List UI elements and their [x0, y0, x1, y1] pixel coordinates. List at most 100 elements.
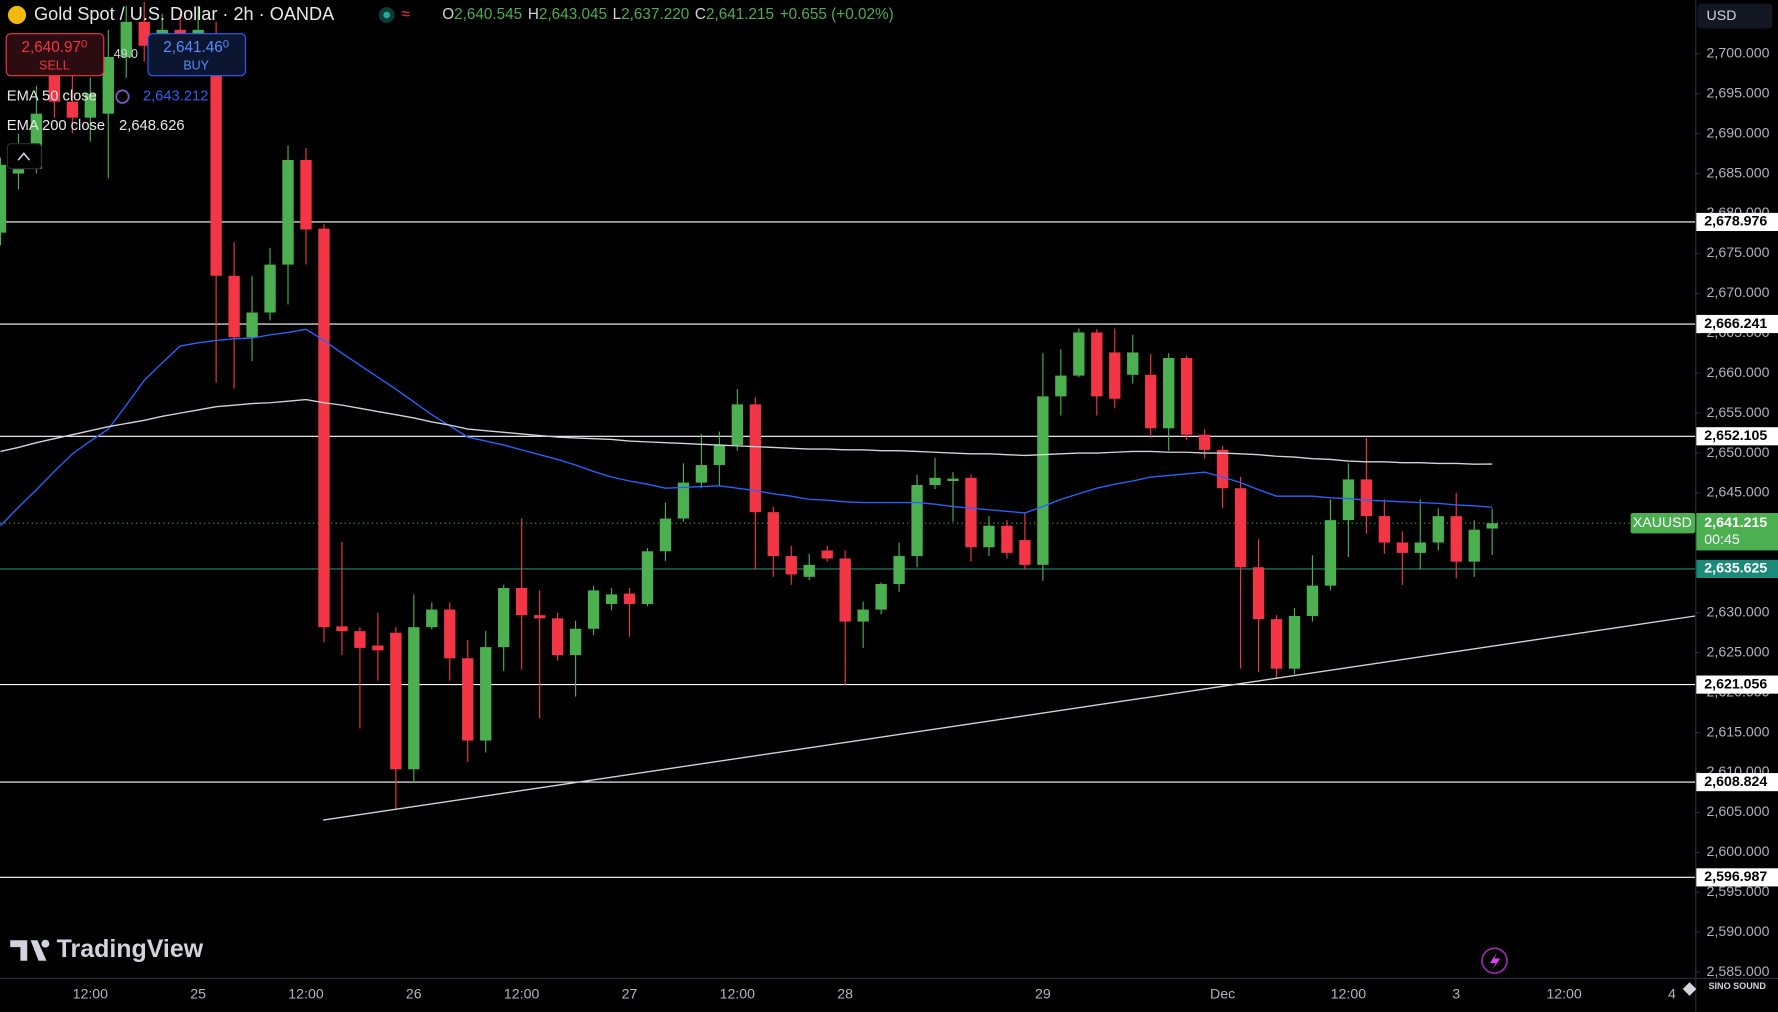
level-label-box	[1696, 559, 1778, 579]
buy-label[interactable]: BUY	[183, 58, 209, 72]
candle-body	[1037, 396, 1049, 565]
candle-body	[1288, 615, 1301, 669]
legend-value: 2,643.212	[143, 89, 209, 105]
candle-body	[426, 609, 438, 628]
buy-price[interactable]: 2,641.460	[163, 38, 229, 55]
axis-labels: 2,678.976 2,666.241 2,652.105 2,635.625 2,62…	[1630, 212, 1778, 887]
collapse-button[interactable]	[6, 143, 42, 170]
candle-body	[1127, 352, 1139, 375]
sell-price[interactable]: 2,640.970	[21, 38, 87, 55]
candle-body	[803, 564, 815, 577]
ohlc-label: H	[528, 6, 539, 23]
sell-label[interactable]: SELL	[39, 58, 70, 72]
candle-body	[1180, 358, 1193, 435]
candle-body	[785, 556, 797, 575]
ohlc-value: 2,641.215	[706, 6, 774, 23]
candle-body	[1360, 479, 1373, 517]
y-tick-label: 2,690.000	[1707, 125, 1770, 141]
x-tick-label: 12:00	[1546, 986, 1582, 1002]
candle-body	[641, 551, 654, 604]
candle-body	[1342, 479, 1355, 521]
candle-body	[336, 626, 348, 632]
sell-price-main[interactable]: 2,640.97	[21, 39, 81, 56]
buy-price-main[interactable]: 2,641.46	[163, 39, 223, 56]
alert-icon[interactable]	[1481, 947, 1508, 975]
x-tick-label: 25	[190, 986, 206, 1002]
candle-body	[911, 484, 923, 557]
alert-bolt[interactable]	[1489, 952, 1501, 970]
level-label: 2,621.056	[1704, 676, 1767, 692]
y-tick-label: 2,585.000	[1707, 964, 1770, 980]
candle-body	[1109, 352, 1121, 399]
candle-body	[1450, 516, 1462, 562]
level-label: 2,635.625	[1704, 561, 1767, 577]
chart-title: Gold Spot / U.S. Dollar · 2h · OANDA	[34, 4, 335, 24]
candle-body	[587, 590, 600, 629]
y-tick-label: 2,600.000	[1707, 844, 1770, 860]
candle-body	[749, 404, 761, 513]
x-tick-label: Dec	[1210, 986, 1235, 1002]
sell-button[interactable]	[5, 33, 105, 77]
buy-button[interactable]	[147, 33, 247, 77]
watermark-icon	[1682, 982, 1697, 996]
candle-body	[1073, 332, 1085, 376]
ohlc-label: C	[695, 6, 706, 23]
last-price-label: 2,641.215	[1704, 515, 1767, 531]
candle-body	[1378, 516, 1391, 543]
candle-body	[677, 482, 690, 519]
y-tick-label: 2,675.000	[1707, 245, 1770, 261]
collapse-icon[interactable]	[17, 152, 31, 161]
x-tick-label: 12:00	[1331, 986, 1367, 1002]
level-label: 2,596.987	[1704, 869, 1767, 885]
level-label: 2,608.824	[1704, 774, 1767, 790]
ohlc-label: O	[442, 6, 454, 23]
currency[interactable]: USD	[1707, 8, 1737, 24]
candle-body	[1091, 332, 1103, 397]
candle-body	[390, 632, 402, 770]
last-price-box	[1696, 513, 1778, 551]
candle-body	[30, 113, 43, 169]
level-label-box	[1696, 427, 1778, 446]
market-status-dot	[383, 11, 391, 19]
candle-body	[929, 477, 941, 485]
y-tick-label: 2,605.000	[1707, 804, 1770, 820]
symbol-icon	[7, 5, 27, 25]
candle-body	[623, 593, 636, 604]
candle-body	[1396, 542, 1408, 553]
level-label-box	[1696, 675, 1778, 694]
y-tick-label: 2,695.000	[1707, 85, 1770, 101]
y-tick-label: 2,625.000	[1707, 644, 1770, 660]
ohlc: O2,640.545 H2,643.045 L2,637.220 C2,641.215…	[442, 6, 893, 23]
level-label-box	[1696, 773, 1778, 792]
y-tick-label: 2,650.000	[1707, 445, 1770, 461]
y-tick-label: 2,595.000	[1707, 884, 1770, 900]
currency-button[interactable]	[1697, 3, 1773, 29]
trend-line	[323, 615, 1696, 821]
candle-body	[1216, 449, 1229, 489]
candle-body	[228, 275, 240, 338]
candle-body	[354, 631, 366, 648]
x-tick-label: 3	[1452, 986, 1460, 1002]
x-tick-label: 12:00	[288, 986, 324, 1002]
candle-body	[84, 93, 96, 118]
candle-body	[893, 556, 905, 585]
logo-text: TradingView	[57, 935, 204, 963]
axis-background	[1695, 0, 1778, 1012]
legend-entry[interactable]: EMA 200 close	[7, 118, 105, 134]
sell-price-sup[interactable]: 0	[81, 38, 87, 50]
candle-body	[533, 615, 546, 619]
level-label: 2,678.976	[1704, 214, 1767, 230]
x-tick-label: 12:00	[73, 986, 109, 1002]
legend-entry[interactable]: EMA 50 close	[7, 89, 97, 105]
candle-body	[1234, 488, 1247, 568]
candle-body	[1432, 516, 1444, 543]
candle-body	[1468, 529, 1480, 562]
ohlc-change: +0.655 (+0.02%)	[780, 6, 894, 23]
buy-price-sup[interactable]: 0	[223, 38, 229, 50]
x-tick-label: 29	[1035, 986, 1051, 1002]
candle-body	[372, 645, 384, 651]
candle-body	[1145, 374, 1157, 429]
candle-body	[1270, 619, 1283, 669]
